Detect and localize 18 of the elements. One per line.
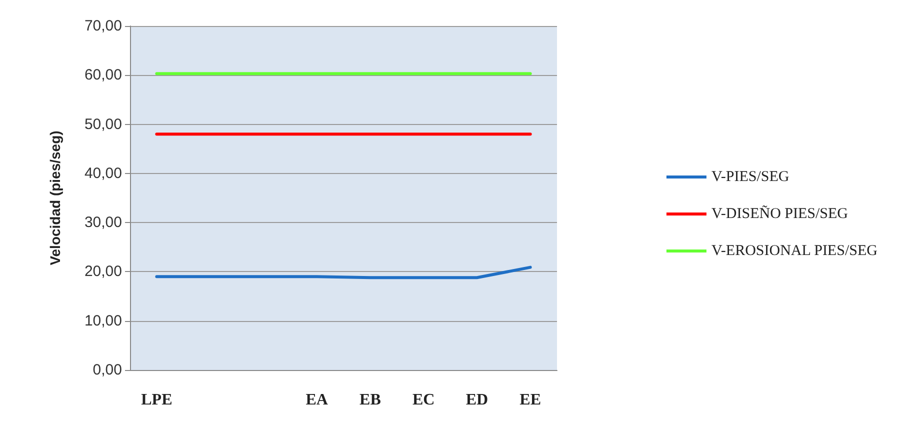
y-tick-label: 50,00 (84, 116, 122, 133)
y-axis-title: Velocidad (pies/seg) (47, 130, 63, 266)
legend-label: V-EROSIONAL PIES/SEG (711, 243, 878, 259)
x-tick-label: EB (360, 392, 382, 408)
x-tick-label: LPE (141, 392, 172, 408)
x-tick-label: EE (520, 392, 541, 408)
x-tick-label: EC (412, 392, 435, 408)
y-tick-label: 70,00 (84, 18, 122, 34)
y-tick-label: 20,00 (84, 263, 122, 280)
y-tick-label: 10,00 (84, 312, 122, 330)
y-tick-label: 60,00 (84, 66, 122, 84)
y-tick-label: 0,00 (92, 362, 122, 378)
y-tick-label: 30,00 (84, 214, 122, 232)
legend-label: V-DISEÑO PIES/SEG (711, 205, 848, 222)
y-tick-label: 40,00 (84, 164, 122, 182)
x-tick-label: ED (466, 392, 488, 408)
x-tick-label: EA (306, 392, 328, 408)
legend-label: V-PIES/SEG (711, 169, 790, 185)
